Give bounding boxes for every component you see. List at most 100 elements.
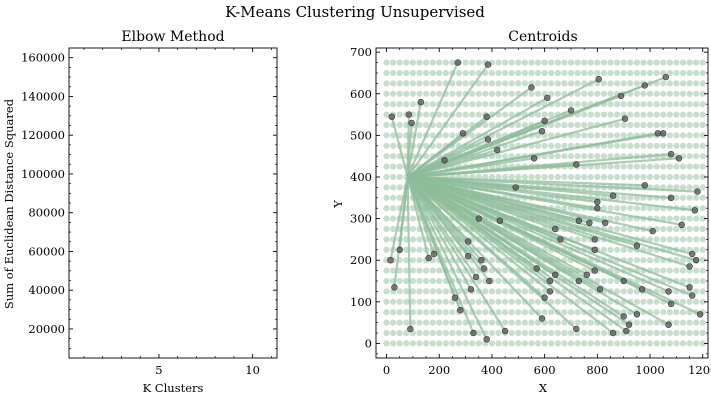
grid-point [436, 298, 443, 305]
grid-point [699, 90, 706, 97]
grid-point [423, 69, 430, 77]
grid-point [528, 298, 535, 305]
grid-point [436, 267, 443, 274]
grid-point [673, 236, 680, 243]
figure-title: K-Means Clustering Unsupervised [225, 3, 485, 21]
grid-point [653, 257, 660, 264]
grid-point [673, 121, 680, 129]
grid-point [666, 184, 673, 191]
centroid-line [406, 175, 412, 330]
grid-point [607, 111, 614, 118]
grid-point [541, 173, 548, 181]
grid-point [594, 69, 601, 77]
grid-point [620, 121, 627, 129]
grid-point [436, 111, 443, 118]
grid-point [699, 101, 706, 108]
centroid-point [591, 246, 598, 254]
grid-point [409, 101, 416, 108]
grid-point [699, 246, 706, 253]
grid-point [699, 69, 706, 77]
grid-point [594, 111, 601, 118]
grid-point [673, 184, 680, 191]
grid-point [660, 80, 667, 87]
grid-point [633, 319, 641, 326]
grid-point [442, 288, 449, 295]
centroid-point [633, 311, 641, 318]
grid-point [383, 142, 390, 149]
grid-point [475, 309, 482, 316]
grid-point [390, 225, 397, 233]
grid-point [409, 298, 416, 305]
grid-point [502, 80, 509, 87]
grid-point [587, 111, 594, 118]
centroid-point [396, 246, 403, 254]
centroid-point [480, 265, 488, 272]
centroid-point [688, 250, 696, 258]
grid-point [600, 173, 608, 181]
grid-point [515, 329, 522, 337]
grid-point [416, 257, 423, 264]
elbow-plot-area [68, 47, 278, 359]
grid-point [693, 329, 700, 337]
centroid-point [538, 128, 546, 135]
grid-point [666, 163, 673, 170]
centroid-point [641, 182, 648, 189]
1-y-tick-label: 0 [365, 336, 372, 350]
grid-point [383, 163, 390, 170]
grid-point [515, 101, 522, 108]
grid-point [561, 121, 568, 129]
grid-point [633, 277, 641, 285]
grid-point [502, 319, 509, 326]
grid-point [449, 132, 456, 139]
elbow-chart: Elbow Method 5 10 20000 40000 60000 80000 100… [2, 29, 278, 395]
grid-point [587, 59, 594, 66]
grid-point [607, 153, 614, 160]
grid-point [686, 69, 693, 77]
grid-point [693, 215, 700, 222]
grid-point [587, 132, 594, 139]
grid-point [574, 80, 581, 87]
grid-point [561, 59, 568, 66]
grid-point [581, 69, 588, 77]
grid-point [607, 163, 614, 170]
grid-point [673, 132, 680, 139]
grid-point [515, 340, 522, 347]
grid-point [600, 205, 608, 212]
grid-point [383, 288, 390, 295]
grid-point [416, 288, 423, 295]
centroid-point [665, 321, 672, 328]
grid-point [396, 101, 403, 108]
elbow-y-axis-label: Sum of Euclidean Distance Squared [2, 98, 16, 309]
centroid-line [406, 63, 490, 179]
grid-point [679, 309, 687, 316]
grid-point [521, 173, 529, 181]
grid-point [587, 69, 594, 77]
grid-point [423, 80, 430, 87]
grid-point [693, 80, 700, 87]
centroid-point [591, 236, 598, 243]
grid-point [403, 288, 410, 295]
grid-point [521, 288, 529, 295]
grid-point [653, 319, 660, 326]
centroid-line [406, 175, 552, 283]
centroid-lines [389, 61, 702, 341]
centroid-line [406, 117, 627, 179]
grid-point [423, 267, 430, 274]
grid-point [396, 69, 403, 77]
grid-point [633, 80, 641, 87]
grid-point [646, 340, 654, 347]
centroid-point [667, 194, 675, 202]
grid-point [561, 69, 568, 77]
grid-point [653, 298, 660, 305]
grid-point [548, 80, 555, 87]
centroid-point [478, 257, 485, 264]
grid-point [436, 121, 443, 129]
grid-point [495, 69, 502, 77]
grid-point [600, 277, 608, 285]
centroid-point [417, 98, 424, 106]
centroid-point [530, 155, 538, 162]
grid-point [673, 90, 680, 97]
grid-point [482, 173, 489, 181]
grid-point [554, 59, 561, 66]
grid-point [567, 69, 575, 77]
